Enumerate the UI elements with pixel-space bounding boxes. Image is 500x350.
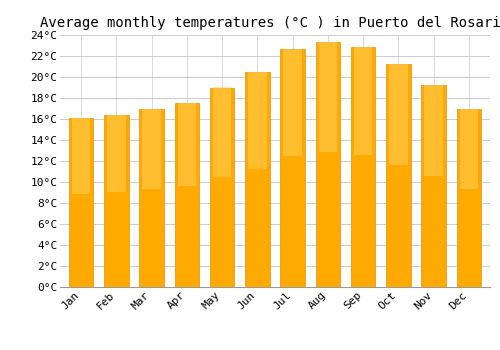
Bar <box>456 108 481 287</box>
Bar <box>318 42 337 153</box>
Bar <box>72 118 90 194</box>
Title: Average monthly temperatures (°C ) in Puerto del Rosario: Average monthly temperatures (°C ) in Pu… <box>40 16 500 30</box>
Bar <box>213 88 232 177</box>
Bar <box>424 85 443 176</box>
Bar <box>245 72 270 287</box>
Bar <box>280 49 305 287</box>
Bar <box>316 42 340 287</box>
Bar <box>174 103 199 287</box>
Bar <box>354 47 372 155</box>
Bar <box>389 64 407 164</box>
Bar <box>178 103 196 186</box>
Bar <box>422 85 446 287</box>
Bar <box>107 115 126 192</box>
Bar <box>386 64 410 287</box>
Bar <box>104 115 128 287</box>
Bar <box>351 47 376 287</box>
Bar <box>210 88 234 287</box>
Bar <box>140 108 164 287</box>
Bar <box>284 49 302 156</box>
Bar <box>248 72 266 169</box>
Bar <box>69 118 94 287</box>
Bar <box>142 108 161 189</box>
Bar <box>460 108 478 189</box>
